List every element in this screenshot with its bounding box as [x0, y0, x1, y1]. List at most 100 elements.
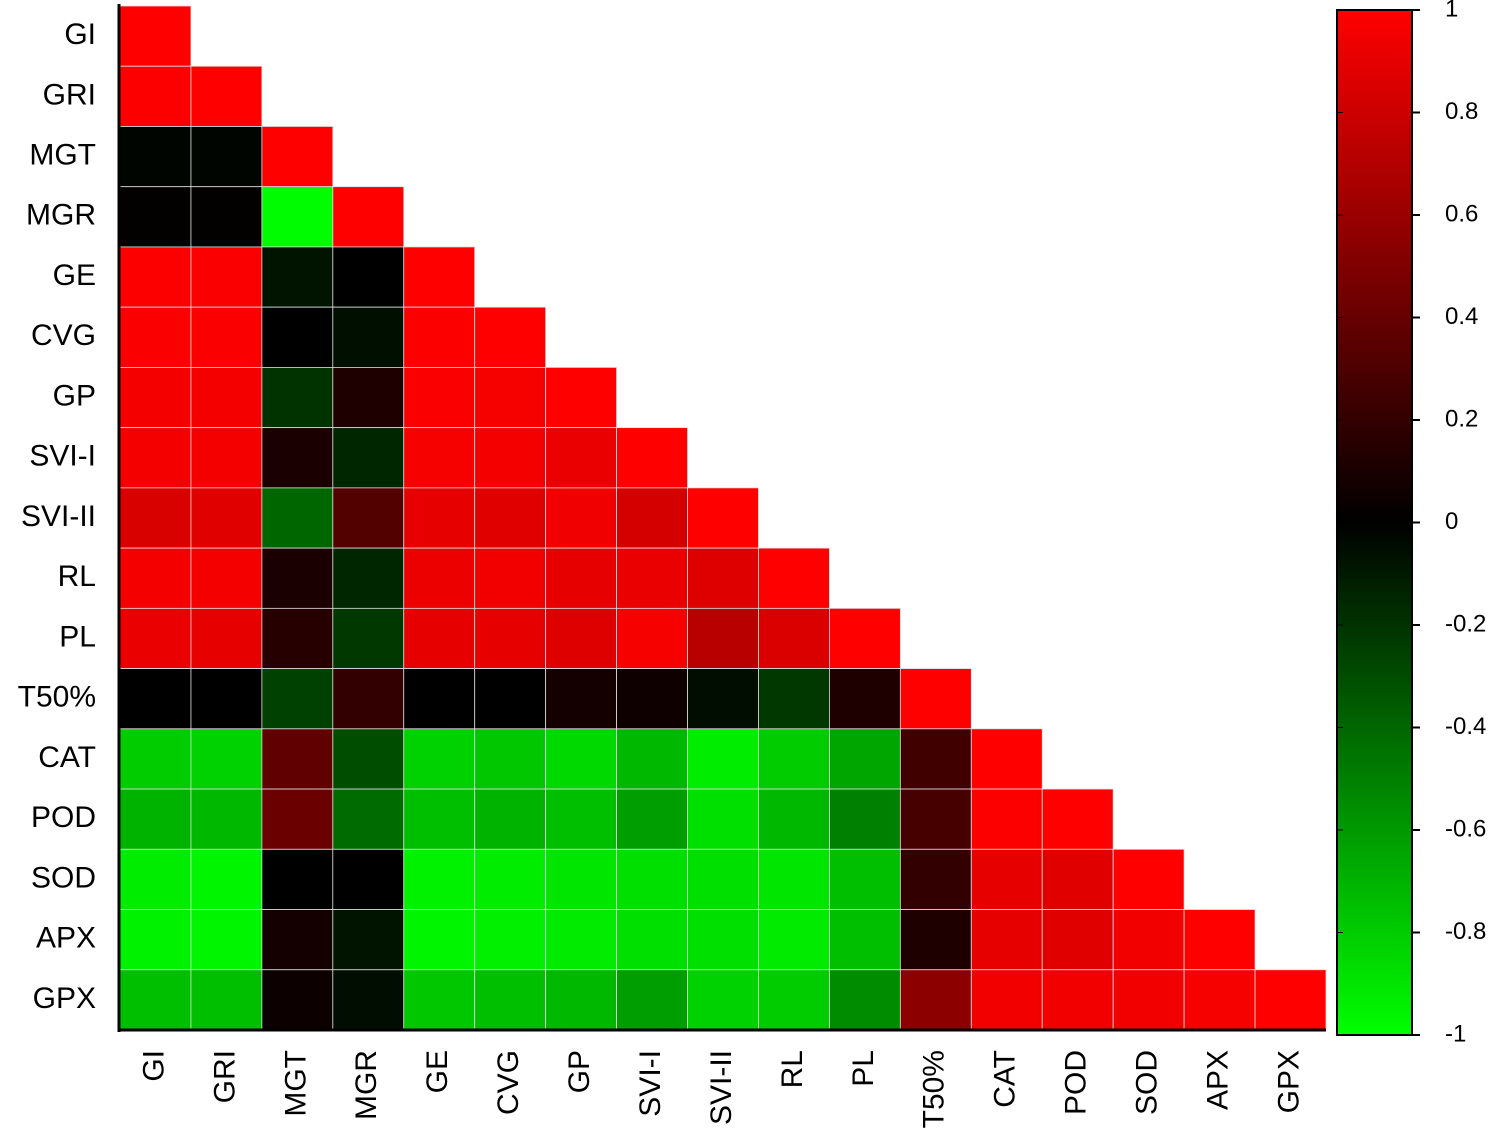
x-tick-label: GI — [137, 1050, 170, 1082]
heatmap-cell — [545, 728, 617, 790]
heatmap-cell — [190, 547, 263, 609]
heatmap-cell — [119, 668, 192, 730]
heatmap-cell — [261, 909, 334, 971]
heatmap-cell — [403, 728, 476, 790]
colorbar-tick-label: -0.4 — [1445, 713, 1486, 740]
heatmap-cell — [190, 607, 263, 669]
heatmap-cell — [332, 367, 405, 429]
heatmap-cell — [474, 969, 547, 1031]
heatmap-cell — [758, 668, 830, 730]
heatmap-cell — [190, 126, 263, 188]
x-tick-label: T50% — [918, 1050, 951, 1128]
heatmap-cell — [829, 788, 901, 850]
y-tick-label: APX — [36, 922, 96, 955]
heatmap-cell — [119, 909, 192, 971]
y-tick-label: GPX — [33, 982, 96, 1015]
heatmap-cell — [687, 788, 759, 850]
heatmap-cell — [758, 607, 830, 669]
heatmap-cell — [829, 728, 901, 790]
y-tick-label: GP — [53, 379, 96, 412]
x-tick-label: MGR — [350, 1050, 383, 1120]
heatmap-cell — [1041, 788, 1114, 850]
y-tick-label: PL — [59, 620, 96, 653]
heatmap-cell — [119, 65, 192, 127]
heatmap-cell — [190, 848, 263, 910]
heatmap-cell — [545, 607, 617, 669]
heatmap-cell — [545, 367, 617, 429]
heatmap-cell — [616, 427, 688, 489]
heatmap-cell — [545, 487, 617, 549]
y-tick-label: MGT — [29, 139, 96, 172]
heatmap-cell — [190, 186, 263, 248]
heatmap-cell — [403, 668, 476, 730]
y-tick-label: POD — [31, 801, 96, 834]
x-tick-label: CVG — [492, 1050, 525, 1115]
heatmap-cell — [403, 306, 476, 368]
heatmap-cell — [616, 607, 688, 669]
heatmap-cell — [190, 969, 263, 1031]
heatmap-cell — [474, 306, 547, 368]
colorbar — [1336, 9, 1413, 1036]
y-tick-label: GI — [64, 18, 96, 51]
heatmap-cell — [332, 547, 405, 609]
heatmap-cell — [899, 788, 972, 850]
heatmap-cell — [190, 909, 263, 971]
heatmap-cell — [758, 788, 830, 850]
heatmap-cell — [899, 969, 972, 1031]
heatmap-cell — [403, 547, 476, 609]
heatmap-cell — [332, 909, 405, 971]
heatmap-cell — [261, 668, 334, 730]
heatmap-cell — [687, 487, 759, 549]
heatmap-cell — [970, 788, 1043, 850]
colorbar-tick-label: -0.6 — [1445, 815, 1486, 842]
y-tick-label: MGR — [26, 199, 96, 232]
x-tick-label: SVI-I — [634, 1050, 667, 1117]
heatmap-cell — [261, 848, 334, 910]
heatmap-cell — [332, 186, 405, 248]
heatmap-cell — [190, 788, 263, 850]
heatmap-cell — [332, 728, 405, 790]
heatmap-cell — [119, 487, 192, 549]
heatmap-cell — [687, 848, 759, 910]
y-tick-label: SOD — [31, 861, 96, 894]
x-tick-label: APX — [1202, 1050, 1235, 1110]
heatmap-cell — [119, 306, 192, 368]
heatmap-cell — [616, 848, 688, 910]
heatmap-cell — [261, 728, 334, 790]
heatmap-cell — [261, 246, 334, 308]
heatmap-cell — [119, 969, 192, 1031]
heatmap-cell — [758, 728, 830, 790]
heatmap-cell — [758, 969, 830, 1031]
x-tick-label: GRI — [208, 1050, 241, 1103]
colorbar-tick-label: -1 — [1445, 1020, 1466, 1047]
heatmap-cell — [970, 728, 1043, 790]
heatmap-cell — [829, 668, 901, 730]
heatmap-cell — [474, 367, 547, 429]
heatmap-cell — [190, 427, 263, 489]
heatmap-cell — [616, 788, 688, 850]
heatmap-cell — [829, 848, 901, 910]
heatmap-cell — [403, 848, 476, 910]
heatmap-cell — [758, 909, 830, 971]
heatmap-cell — [899, 668, 972, 730]
heatmap-cell — [1183, 969, 1256, 1031]
y-tick-label: CAT — [38, 741, 96, 774]
heatmap-cell — [899, 728, 972, 790]
heatmap-cell — [687, 728, 759, 790]
heatmap-cell — [332, 607, 405, 669]
colorbar-tick-label: 1 — [1445, 0, 1458, 22]
heatmap-cell — [1112, 969, 1185, 1031]
heatmap-cell — [261, 969, 334, 1031]
heatmap-cell — [332, 668, 405, 730]
heatmap-cell — [403, 246, 476, 308]
heatmap-cell — [261, 367, 334, 429]
heatmap-cell — [687, 607, 759, 669]
x-tick-label: CAT — [989, 1050, 1022, 1108]
heatmap-cell — [261, 306, 334, 368]
heatmap-cell — [332, 487, 405, 549]
colorbar-tick-label: 0.6 — [1445, 200, 1478, 227]
heatmap-cell — [474, 848, 547, 910]
colorbar-tick-label: -0.8 — [1445, 918, 1486, 945]
heatmap-cell — [1183, 909, 1256, 971]
heatmap-cell — [190, 246, 263, 308]
